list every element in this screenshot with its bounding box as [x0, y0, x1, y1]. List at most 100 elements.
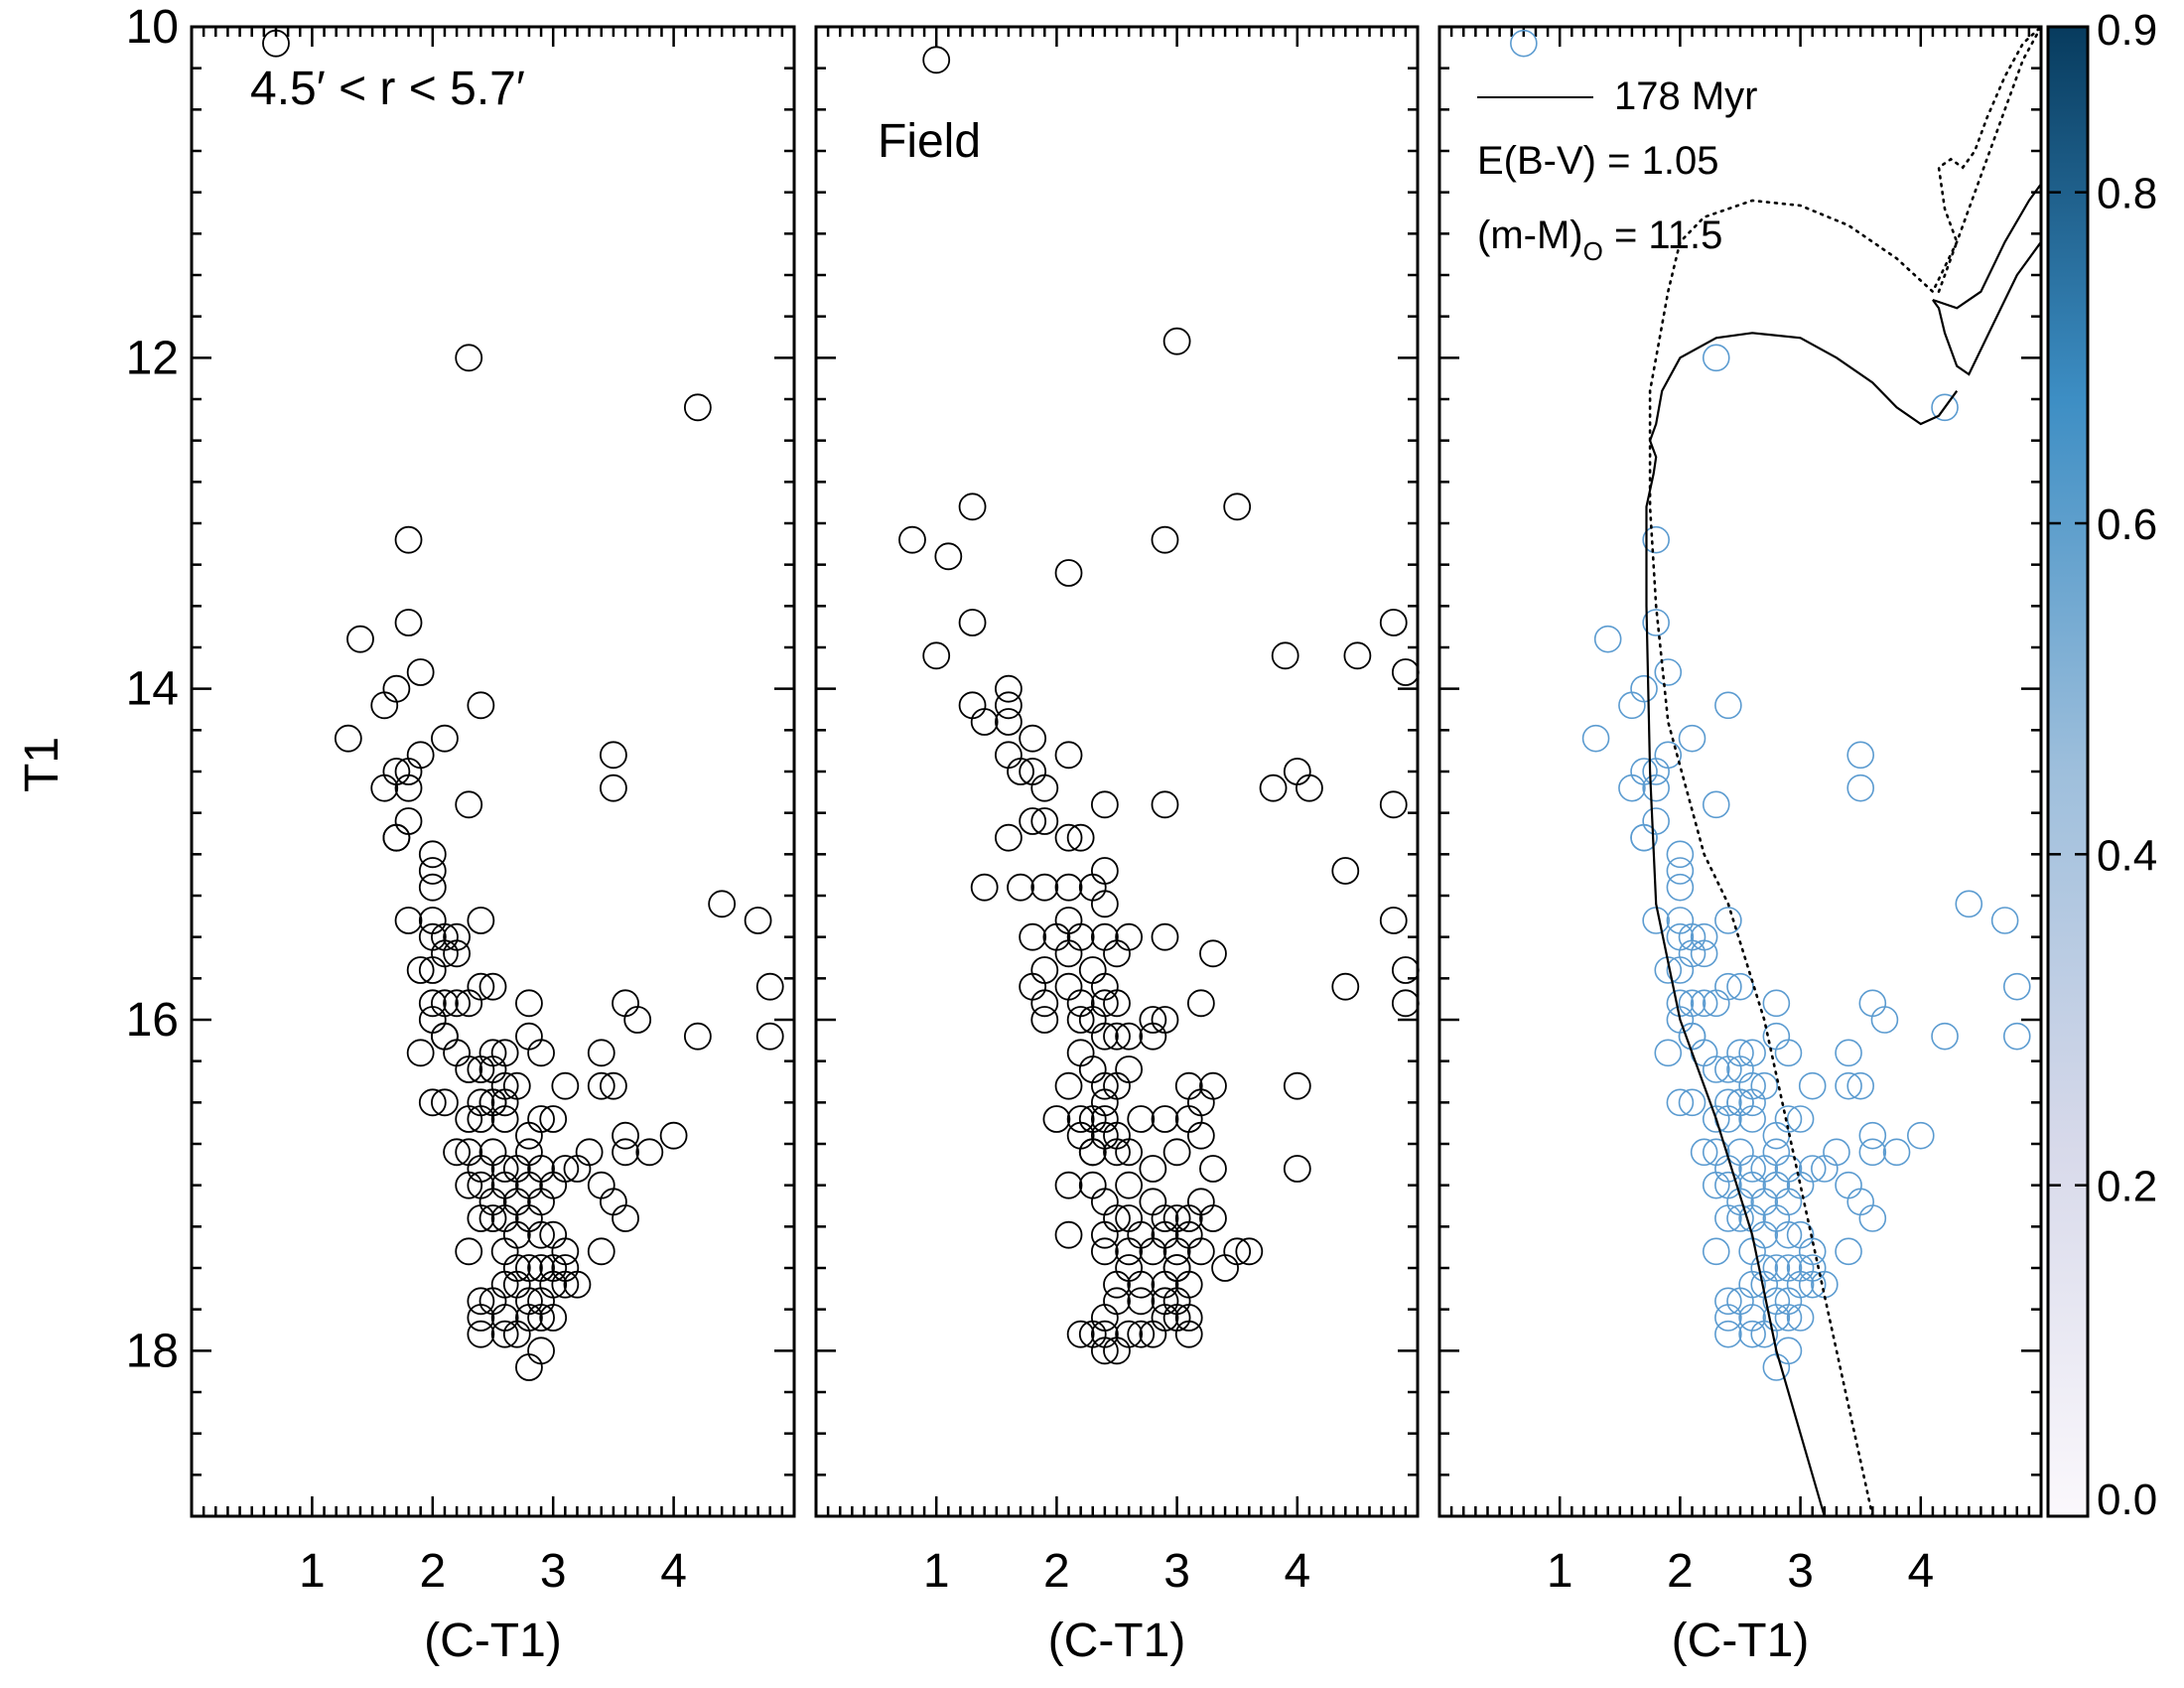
- star-point: [1726, 1088, 1754, 1117]
- star-point: [1750, 1220, 1779, 1249]
- colorbar-ticks: 0.0 0.2 0.4 0.6 0.8 0.9: [2048, 6, 2157, 1524]
- star-point: [1391, 956, 1420, 984]
- star-point: [1115, 1237, 1144, 1266]
- star-point: [1786, 1270, 1815, 1299]
- star-point: [1127, 1270, 1156, 1299]
- colorbar-tick-label: 0.9: [2097, 6, 2157, 55]
- star-point: [346, 625, 374, 653]
- star-point: [394, 525, 423, 554]
- star-point: [1054, 741, 1083, 770]
- star-point: [1762, 1022, 1791, 1051]
- x-tick-label: 3: [540, 1545, 567, 1598]
- star-point: [1798, 1071, 1827, 1100]
- star-point: [539, 1171, 568, 1199]
- star-point: [467, 1320, 495, 1348]
- star-point: [1678, 922, 1706, 951]
- star-point: [551, 1071, 580, 1100]
- star-point: [1750, 1155, 1779, 1183]
- star-point: [1019, 724, 1047, 753]
- star-point: [262, 29, 290, 58]
- star-point: [551, 1270, 580, 1299]
- star-point: [431, 1088, 459, 1117]
- star-point: [1750, 1071, 1779, 1100]
- star-point: [418, 1006, 447, 1034]
- star-point: [502, 1188, 531, 1216]
- star-point: [1186, 1188, 1215, 1216]
- star-point: [478, 1138, 507, 1167]
- star-point: [1030, 989, 1059, 1018]
- star-point: [1162, 1237, 1191, 1266]
- star-point: [995, 741, 1023, 770]
- star-point: [1726, 1055, 1754, 1083]
- y-axis-label: T1: [16, 737, 68, 792]
- star-point: [1870, 1006, 1899, 1034]
- star-point: [1054, 907, 1083, 934]
- star-point: [478, 972, 507, 1001]
- star-point: [1738, 1105, 1766, 1133]
- star-point: [406, 956, 435, 984]
- star-point: [683, 393, 712, 422]
- star-point: [478, 1188, 507, 1216]
- star-point: [1127, 1220, 1156, 1249]
- star-point: [575, 1138, 604, 1167]
- star-point: [1078, 956, 1107, 984]
- star-point: [1690, 922, 1718, 951]
- star-point: [418, 873, 447, 902]
- star-point: [1379, 790, 1408, 819]
- star-point: [455, 1055, 483, 1083]
- panel-ticks: [192, 27, 796, 1516]
- star-point: [490, 1237, 519, 1266]
- star-point: [1151, 790, 1179, 819]
- star-point: [1103, 939, 1131, 968]
- star-point: [1702, 1138, 1730, 1167]
- star-point: [612, 989, 639, 1018]
- star-point: [1115, 1138, 1144, 1167]
- star-point: [1223, 492, 1252, 521]
- star-point: [1738, 1237, 1766, 1266]
- star-point: [431, 1022, 459, 1051]
- star-point: [1630, 823, 1658, 852]
- star-point: [1702, 1055, 1730, 1083]
- star-point: [478, 1039, 507, 1067]
- star-point: [443, 1039, 471, 1067]
- star-point: [1090, 1022, 1119, 1051]
- star-point: [1103, 989, 1131, 1018]
- star-point: [394, 807, 423, 835]
- star-point: [467, 1287, 495, 1316]
- star-point: [1283, 758, 1311, 785]
- star-point: [1714, 1320, 1742, 1348]
- star-point: [431, 939, 459, 968]
- star-point: [1726, 1138, 1754, 1167]
- star-point: [1690, 989, 1718, 1018]
- star-point: [1774, 1105, 1803, 1133]
- colorbar-tick-label: 0.0: [2097, 1476, 2157, 1524]
- star-point: [490, 1270, 519, 1299]
- x-tick-label: 1: [299, 1545, 326, 1598]
- x-tick-label: 2: [419, 1545, 446, 1598]
- star-point: [502, 1071, 531, 1100]
- star-point: [1391, 658, 1420, 686]
- star-point: [1103, 1022, 1131, 1051]
- star-point: [1211, 1254, 1239, 1282]
- star-point: [1090, 1088, 1119, 1117]
- star-point: [515, 989, 543, 1018]
- star-point: [515, 1171, 543, 1199]
- star-point: [539, 1105, 568, 1133]
- star-point: [1678, 939, 1706, 968]
- star-point: [612, 1121, 639, 1150]
- star-point: [1007, 873, 1034, 902]
- star-point: [1774, 1188, 1803, 1216]
- legend-label-age: 178 Myr: [1614, 74, 1758, 118]
- star-point: [708, 890, 737, 918]
- star-point: [1714, 907, 1742, 934]
- star-point: [1103, 1336, 1131, 1365]
- star-point: [1078, 1055, 1107, 1083]
- star-point: [1510, 29, 1538, 58]
- star-point: [1774, 1220, 1803, 1249]
- star-point: [1030, 873, 1059, 902]
- star-point: [1379, 907, 1408, 934]
- star-point: [478, 1204, 507, 1232]
- star-point: [1702, 1171, 1730, 1199]
- data-points: [898, 46, 1420, 1365]
